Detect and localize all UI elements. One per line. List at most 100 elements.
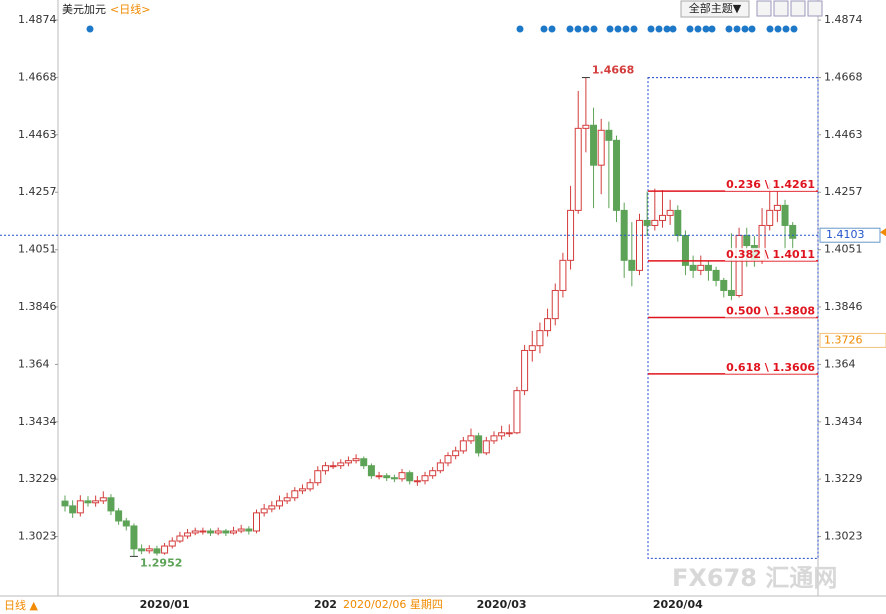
- candle-body: [574, 127, 582, 211]
- y-tick-label: 1.4051: [18, 243, 57, 256]
- theme-menu-text[interactable]: 全部主题▼: [689, 1, 742, 15]
- tool-icon[interactable]: [790, 0, 806, 17]
- event-dot: [725, 25, 733, 33]
- candle-body: [69, 505, 77, 514]
- event-dot: [548, 25, 556, 33]
- tool-icon[interactable]: [756, 0, 772, 17]
- y-tick-label-right: 1.3434: [824, 415, 863, 428]
- y-tick-label: 1.3229: [18, 472, 57, 485]
- y-tick-label-right: 1.3846: [824, 300, 863, 313]
- candle-body: [222, 530, 230, 534]
- candle-body: [92, 500, 100, 504]
- last-price-box: [819, 227, 881, 243]
- event-dot: [748, 25, 756, 33]
- candle-body: [283, 497, 291, 502]
- candle-body: [275, 500, 283, 507]
- event-dot: [582, 25, 590, 33]
- candle-body: [245, 528, 253, 532]
- y-tick-label: 1.4874: [18, 13, 57, 26]
- candle-body: [291, 490, 299, 499]
- candle-body: [214, 530, 222, 534]
- event-dot: [766, 25, 774, 33]
- period-switch[interactable]: 日线 ▲: [4, 598, 38, 612]
- y-tick-label-right: 1.4051: [824, 243, 863, 256]
- candle-body: [184, 532, 192, 537]
- candle-body: [536, 330, 544, 347]
- candle-body: [559, 259, 567, 291]
- candle-body: [689, 264, 697, 271]
- crosshair-date: 2020/02/06 星期四: [343, 598, 443, 611]
- candle-body: [789, 224, 797, 239]
- candle-body: [528, 345, 536, 351]
- fib-label-bg: [725, 360, 817, 374]
- candle-body: [207, 530, 215, 534]
- candle-body: [76, 500, 84, 514]
- y-tick-label: 1.3846: [18, 300, 57, 313]
- watermark: FX678 汇通网: [672, 564, 837, 592]
- candle-body: [153, 548, 161, 554]
- x-tick-label: 2020/04: [653, 598, 703, 611]
- candle-body: [61, 500, 69, 507]
- y-tick-label: 1.3023: [18, 530, 57, 543]
- candle-body: [674, 209, 682, 236]
- candle-body: [360, 458, 368, 467]
- candle-body: [161, 545, 169, 554]
- y-tick-label: 1.4668: [18, 71, 57, 84]
- event-dot: [733, 25, 741, 33]
- y-tick-label-right: 1.3229: [824, 472, 863, 485]
- candle-body: [84, 500, 92, 504]
- candle-body: [712, 269, 720, 281]
- y-tick-label-right: 1.4257: [824, 185, 863, 198]
- tool-icon[interactable]: [807, 0, 823, 17]
- candle-body: [413, 480, 421, 483]
- crosshair-price-box: [819, 332, 886, 348]
- candle-body: [781, 204, 789, 226]
- y-tick-label-right: 1.364: [824, 357, 856, 370]
- event-dot: [622, 25, 630, 33]
- toolbar-icons[interactable]: [756, 0, 823, 17]
- candle-body: [513, 390, 521, 434]
- crosshair-price-label: 1.3726: [824, 333, 863, 346]
- candle-body: [643, 219, 651, 226]
- candle-body: [145, 548, 153, 552]
- candle-body: [367, 465, 375, 477]
- candle-body: [107, 497, 115, 512]
- last-price-label: 1.4103: [826, 228, 865, 241]
- candle-body: [383, 475, 391, 479]
- candle-body: [260, 508, 268, 514]
- candle-body: [720, 279, 728, 291]
- tool-icon[interactable]: [773, 0, 789, 17]
- candle-body: [398, 472, 406, 480]
- event-dot: [614, 25, 622, 33]
- candle-body: [436, 462, 444, 472]
- candle-body: [628, 259, 636, 271]
- period-low-label: 1.2952: [140, 556, 182, 569]
- fib-label: 0.500 \ 1.3808: [726, 305, 815, 318]
- fib-label-bg: [725, 247, 816, 261]
- candle-body: [521, 349, 529, 392]
- candle-body: [352, 458, 360, 462]
- candle-body: [122, 520, 130, 527]
- candle-body: [505, 432, 513, 435]
- candle-body: [475, 435, 483, 454]
- period-label: <日线>: [110, 2, 150, 16]
- candle-body: [344, 460, 352, 464]
- candle-body: [498, 432, 506, 437]
- candle-body: [666, 209, 674, 216]
- event-dot: [590, 25, 598, 33]
- event-dot: [790, 25, 798, 33]
- theme-menu-button[interactable]: [680, 0, 750, 18]
- fib-label: 0.618 \ 1.3606: [726, 361, 815, 374]
- candle-body: [482, 440, 490, 454]
- event-dot: [655, 25, 663, 33]
- event-dot: [774, 25, 782, 33]
- candle-body: [199, 530, 207, 533]
- event-dot: [574, 25, 582, 33]
- candle-body: [467, 435, 475, 442]
- candle-body: [429, 470, 437, 477]
- candle-body: [590, 124, 598, 166]
- candle-body: [704, 264, 712, 271]
- event-dot: [669, 25, 677, 33]
- event-dot: [647, 25, 655, 33]
